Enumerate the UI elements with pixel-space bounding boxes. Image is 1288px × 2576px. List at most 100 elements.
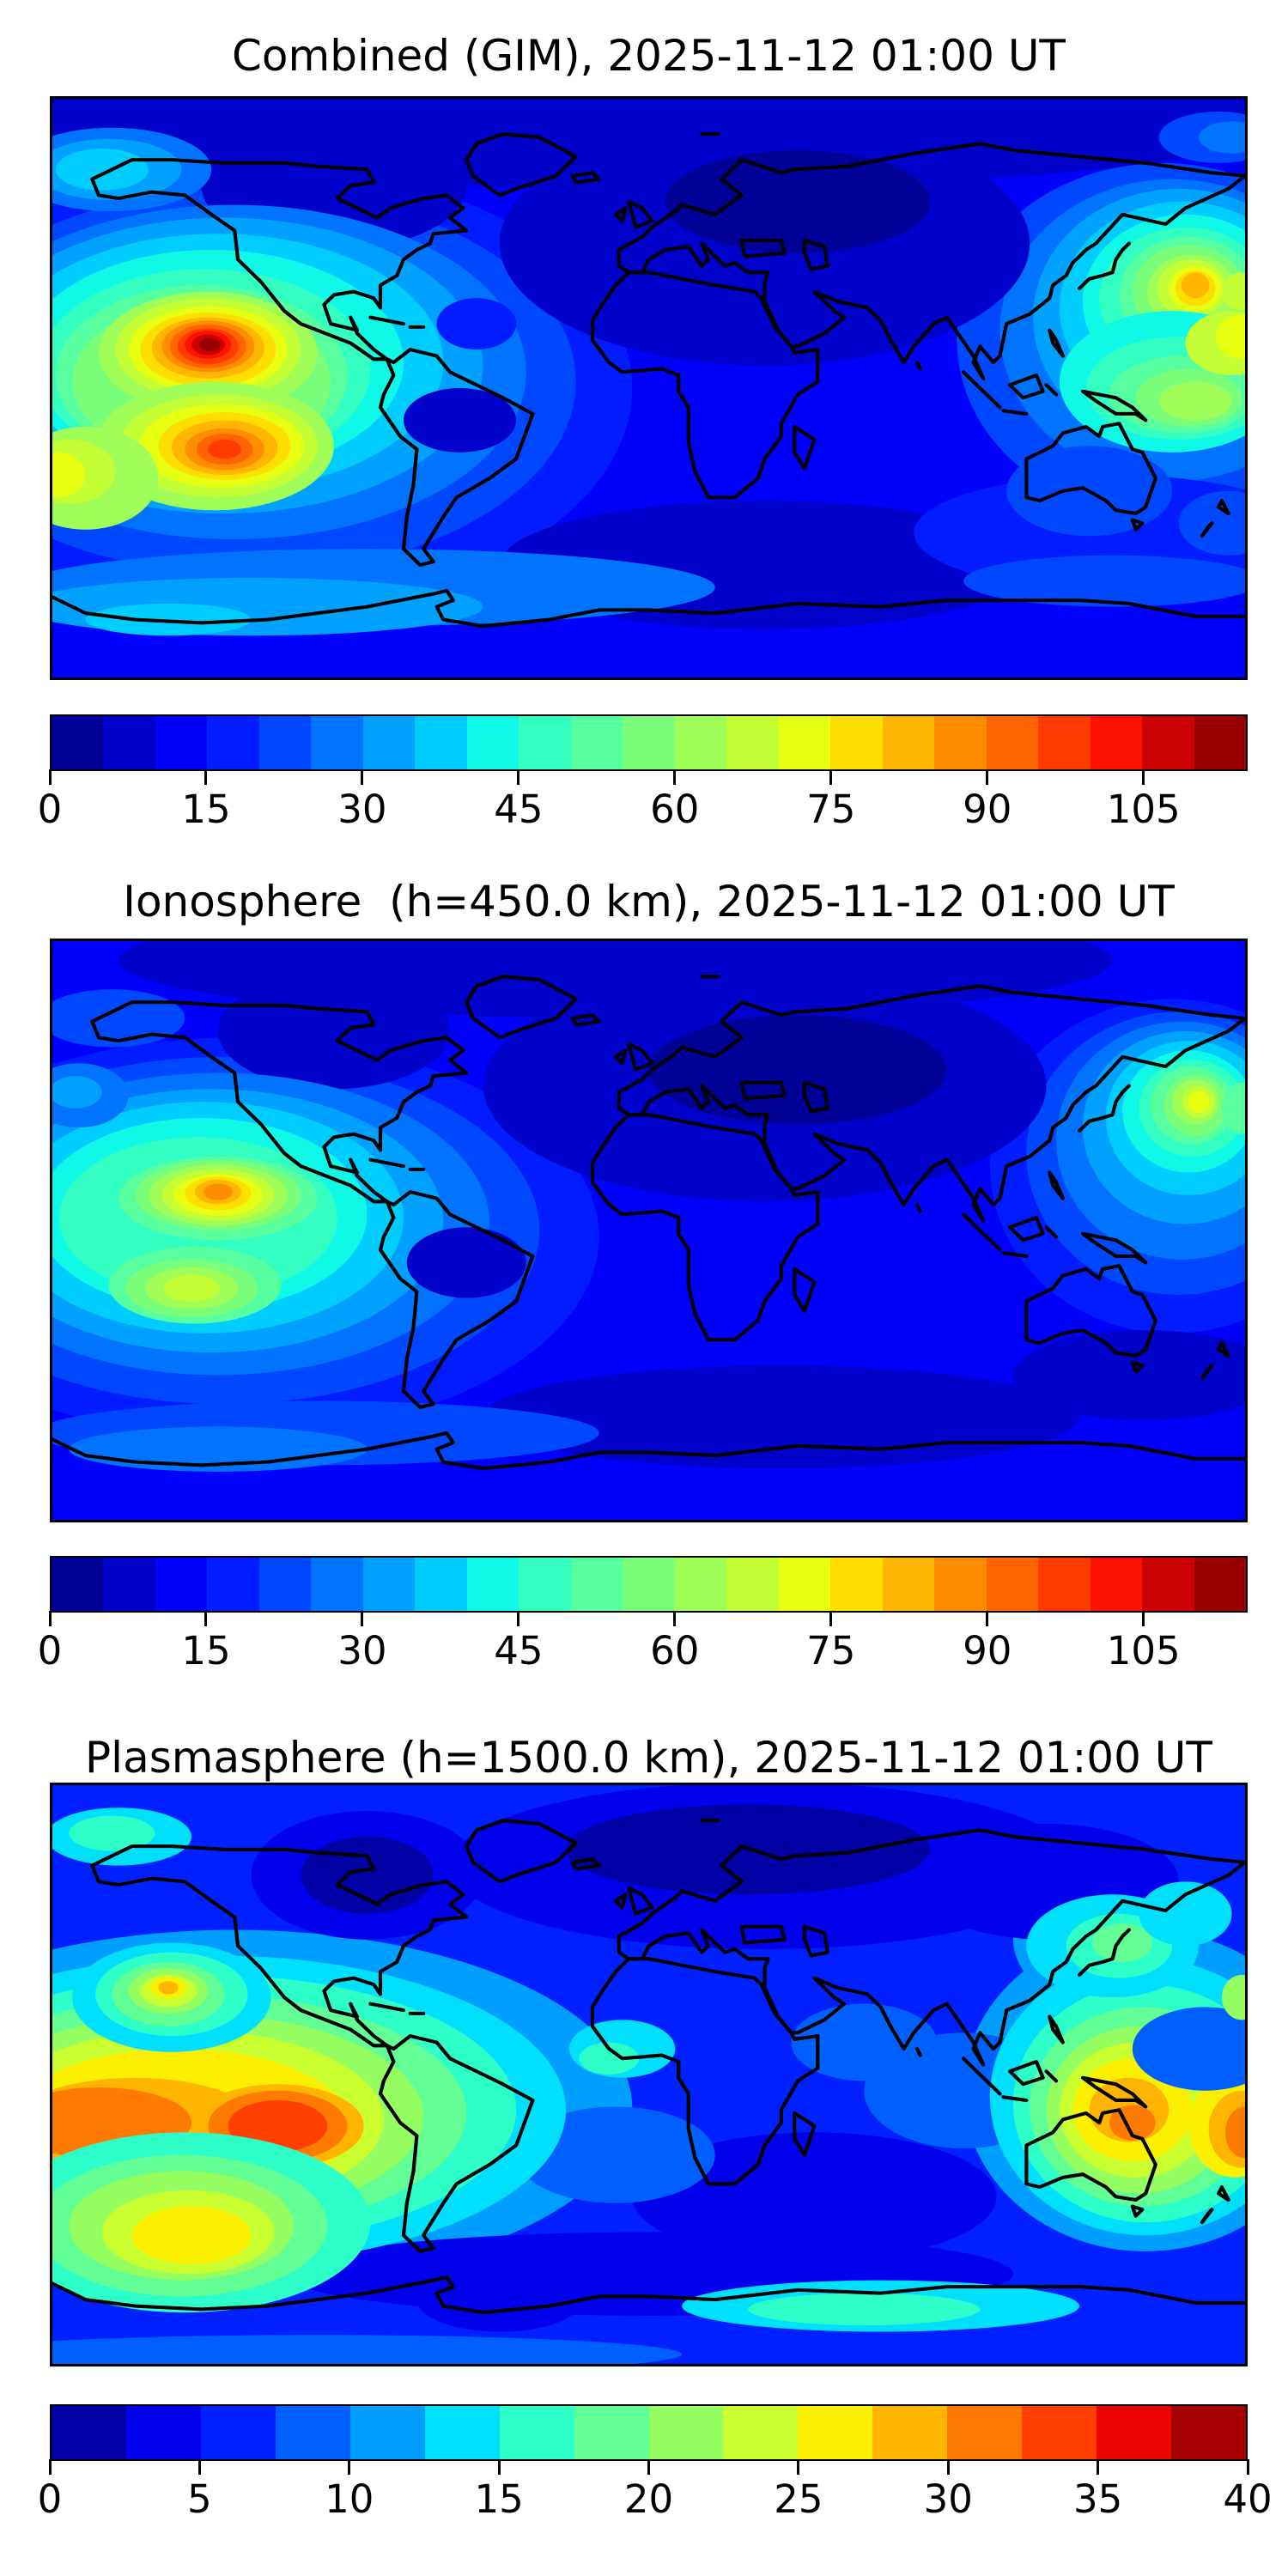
colorbar-segment xyxy=(1142,1558,1194,1611)
colorbar-segment xyxy=(1142,716,1194,769)
contour-blob xyxy=(1221,272,1245,312)
colorbar xyxy=(50,1556,1248,1613)
colorbar-segment xyxy=(830,716,883,769)
colorbar-tick xyxy=(673,769,677,785)
colorbar-segment xyxy=(674,1558,727,1611)
colorbar-segment xyxy=(1090,1558,1143,1611)
colorbar-segment xyxy=(623,1558,675,1611)
contour-blob xyxy=(52,1076,102,1109)
contour-blob xyxy=(403,388,517,453)
colorbar-tick-label: 15 xyxy=(181,1628,231,1674)
map-title: Combined (GIM), 2025-11-12 01:00 UT xyxy=(232,31,1066,81)
colorbar-tick-label: 0 xyxy=(37,1628,63,1674)
colorbar-tick xyxy=(647,2459,650,2475)
contour-blob xyxy=(1221,1974,1245,2020)
map-title: Plasmasphere (h=1500.0 km), 2025-11-12 0… xyxy=(85,1733,1212,1783)
colorbar-segment xyxy=(155,1558,208,1611)
colorbar-tick-label: 45 xyxy=(494,787,544,832)
world-map-plasmasphere xyxy=(50,1783,1248,2366)
colorbar-segment xyxy=(275,2406,350,2459)
colorbar-tick-label: 5 xyxy=(187,2476,212,2522)
colorbar-segment xyxy=(415,1558,467,1611)
colorbar-segment xyxy=(362,1558,416,1611)
colorbar-segment xyxy=(778,716,831,769)
contour-blob xyxy=(416,2267,583,2332)
colorbar-segment xyxy=(466,1558,519,1611)
colorbar-segment xyxy=(103,716,155,769)
colorbar-segment xyxy=(103,1558,155,1611)
map-title: Ionosphere (h=450.0 km), 2025-11-12 01:0… xyxy=(123,877,1175,927)
colorbar-tick-label: 35 xyxy=(1072,2476,1123,2522)
colorbar-segment xyxy=(723,2406,799,2459)
colorbar-segment xyxy=(258,716,312,769)
colorbar-ticks xyxy=(48,2459,1249,2475)
colorbar-segment xyxy=(882,716,935,769)
colorbar-tick-label: 15 xyxy=(181,787,231,832)
colorbar-segment xyxy=(311,716,363,769)
contour-blob xyxy=(158,1981,179,1995)
colorbar-tick xyxy=(829,1611,833,1626)
colorbar-tick xyxy=(1246,2459,1249,2475)
colorbar-segment xyxy=(726,1558,779,1611)
colorbar-segment xyxy=(934,1558,987,1611)
contour-blob xyxy=(163,1274,220,1303)
contour-blob xyxy=(52,2335,682,2364)
colorbar-tick xyxy=(986,1611,989,1626)
colorbar-tick-labels: 0 15 30 45 60 75 90 105 xyxy=(38,1628,1248,1678)
world-map-combined xyxy=(50,96,1248,680)
tec-contours xyxy=(52,99,1245,636)
colorbar-segment xyxy=(947,2406,1023,2459)
colorbar-tick-label: 10 xyxy=(325,2476,374,2522)
colorbar-segment xyxy=(349,2406,425,2459)
contour-blob xyxy=(69,1815,155,1851)
colorbar-segment xyxy=(570,716,623,769)
colorbar-tick-label: 0 xyxy=(37,2476,63,2522)
contour-blob xyxy=(1188,1091,1210,1113)
colorbar-segment xyxy=(1194,716,1247,769)
colorbar-tick xyxy=(204,1611,208,1626)
colorbar-ticks xyxy=(48,769,1248,785)
contour-blob xyxy=(217,973,450,1090)
colorbar-segment xyxy=(362,716,416,769)
colorbar-segment xyxy=(882,1558,935,1611)
colorbar-tick-label: 0 xyxy=(37,787,63,832)
contour-blob xyxy=(1012,1330,1245,1420)
colorbar-tick-label: 75 xyxy=(806,1628,856,1674)
colorbar-segment xyxy=(1097,2406,1172,2459)
contour-blob xyxy=(1198,121,1245,154)
colorbar-tick-label: 75 xyxy=(806,787,856,832)
colorbar-segment xyxy=(125,2406,201,2459)
colorbar-tick-labels: 0 5 10 15 20 25 30 35 40 xyxy=(38,2476,1273,2526)
colorbar-tick xyxy=(1142,769,1145,785)
colorbar-tick-label: 30 xyxy=(337,1628,387,1674)
colorbar-segment xyxy=(1090,716,1143,769)
colorbar-segment xyxy=(778,1558,831,1611)
colorbar-tick xyxy=(197,2459,201,2475)
contour-blob xyxy=(632,2132,997,2262)
contour-blob xyxy=(1132,2007,1245,2091)
colorbar-segment xyxy=(52,2406,126,2459)
colorbar-tick xyxy=(48,769,52,785)
colorbar-tick-label: 90 xyxy=(963,1628,1012,1674)
colorbar-tick xyxy=(946,2459,950,2475)
colorbar xyxy=(50,714,1248,771)
contour-blob xyxy=(1181,272,1210,299)
colorbar-tick-label: 60 xyxy=(650,1628,700,1674)
contour-blob xyxy=(579,2042,639,2075)
colorbar-segment xyxy=(155,716,208,769)
colorbar-segment xyxy=(258,1558,312,1611)
colorbar-tick xyxy=(204,769,208,785)
colorbar-tick-label: 20 xyxy=(623,2476,674,2522)
colorbar-tick-label: 105 xyxy=(1106,787,1181,832)
colorbar-tick xyxy=(1097,2459,1100,2475)
colorbar-segment xyxy=(52,716,104,769)
contour-blob xyxy=(1215,313,1245,360)
colorbar-segment xyxy=(726,716,779,769)
tec-contours xyxy=(52,941,1245,1472)
colorbar-segment xyxy=(830,1558,883,1611)
colorbar-segment xyxy=(200,2406,276,2459)
colorbar-tick xyxy=(348,2459,351,2475)
contour-blob xyxy=(963,555,1245,607)
contour-blob xyxy=(52,452,86,498)
